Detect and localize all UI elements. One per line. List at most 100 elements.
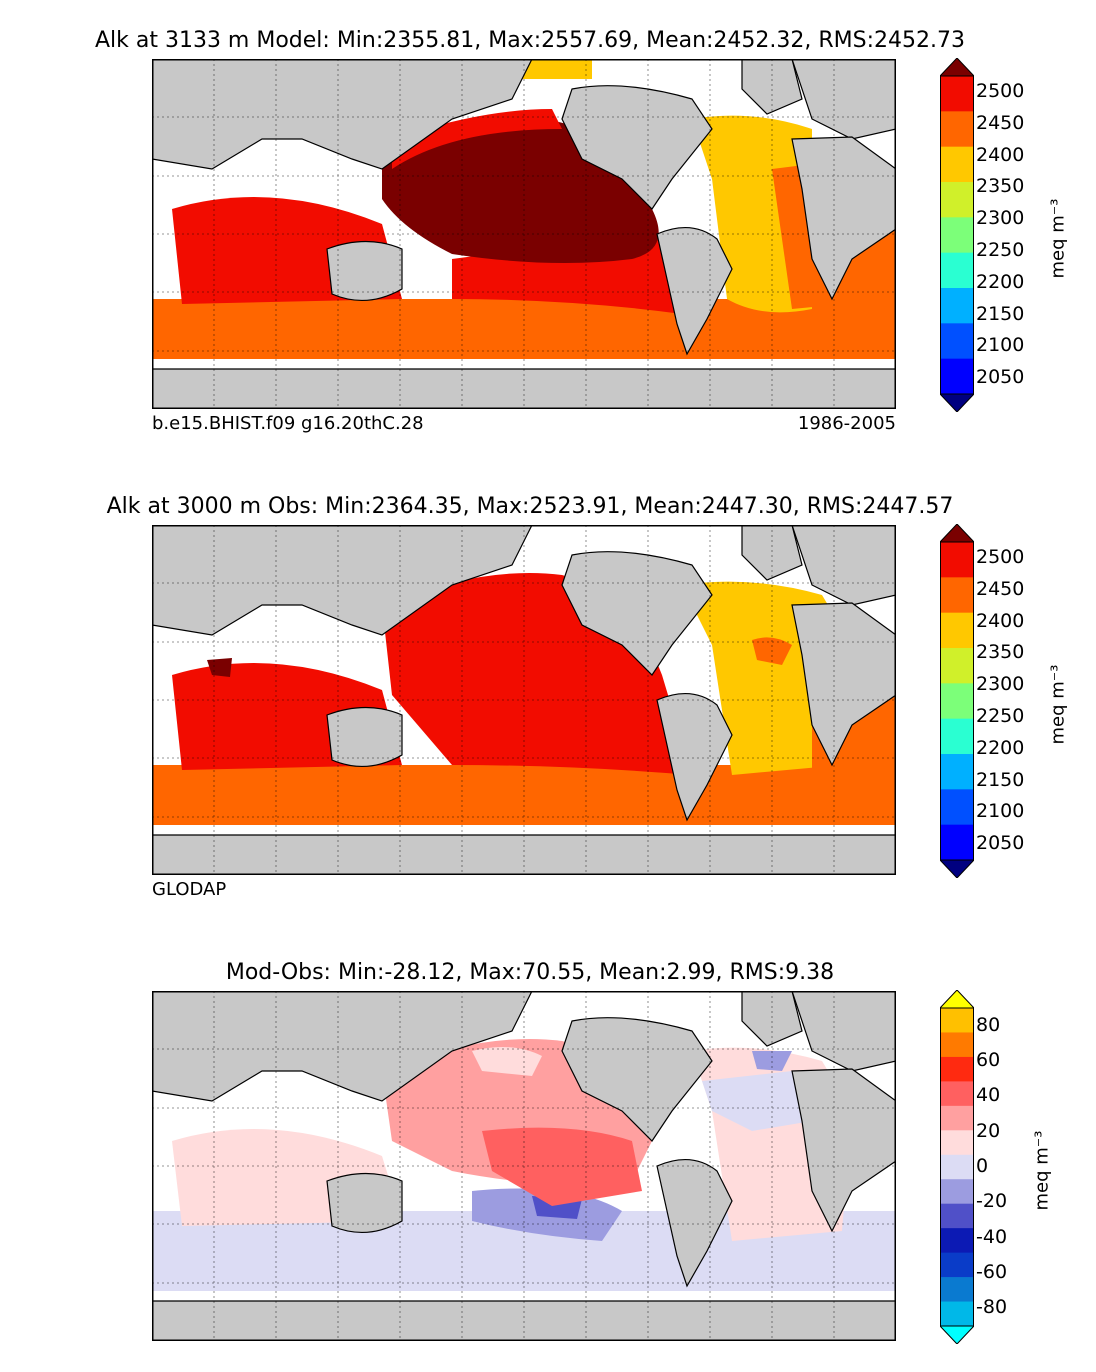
colorbar-tick-label: 0	[976, 1155, 989, 1177]
colorbar-tick-label: 2400	[976, 609, 1025, 632]
north-america-land	[561, 85, 713, 210]
model-title: Alk at 3133 m Model: Min:2355.81, Max:25…	[94, 28, 966, 53]
colorbar-swatch	[940, 824, 974, 861]
colorbar-tick-label: -20	[976, 1190, 1008, 1213]
africa-land	[791, 136, 896, 301]
model-caption-left: b.e15.BHIST.f09 g16.20thC.28	[152, 413, 424, 434]
colorbar-swatch	[940, 683, 974, 720]
north-pacific-rim	[392, 109, 562, 169]
colorbar-tick-label: 2100	[976, 334, 1025, 357]
colorbar-swatch	[940, 1032, 974, 1058]
colorbar-swatch	[940, 1228, 974, 1254]
colorbar-svg	[940, 524, 974, 878]
colorbar-frame	[940, 75, 974, 395]
colorbar-swatch	[940, 76, 974, 112]
colorbar-svg	[940, 990, 974, 1344]
colorbar-swatch	[940, 1105, 974, 1131]
obs-title: Alk at 3000 m Obs: Min:2364.35, Max:2523…	[106, 494, 954, 519]
model-colorbar-unit: meq m⁻³	[1047, 198, 1069, 279]
colorbar-min-arrow	[940, 859, 974, 878]
colorbar-swatch	[940, 542, 974, 578]
colorbar-swatch	[940, 1179, 974, 1205]
colorbar-swatch	[940, 612, 974, 649]
colorbar-swatch	[940, 1277, 974, 1303]
atlantic-field	[692, 115, 812, 313]
north-america-land	[561, 551, 713, 676]
arctic-field	[522, 59, 592, 79]
colorbar-svg	[940, 58, 974, 412]
colorbar-tick-label: 2450	[976, 111, 1025, 134]
obs-colorbar-unit: meq m⁻³	[1047, 664, 1069, 745]
colorbar-swatch	[940, 718, 974, 755]
colorbar-tick-label: 20	[976, 1119, 1001, 1142]
colorbar-swatch	[940, 1130, 974, 1156]
colorbar-frame	[940, 541, 974, 861]
colorbar-swatch	[940, 1056, 974, 1082]
colorbar-tick-label: 2100	[976, 800, 1025, 823]
north-pacific-patch	[472, 1047, 542, 1076]
greenland-land	[741, 991, 803, 1047]
colorbar-frame	[940, 1007, 974, 1327]
colorbar-tick-label: -60	[976, 1261, 1008, 1283]
colorbar-swatch	[940, 1154, 974, 1180]
colorbar-tick-label: -80	[976, 1296, 1008, 1319]
africa-land	[791, 1068, 896, 1233]
colorbar-swatch	[940, 1301, 974, 1327]
colorbar-swatch	[940, 146, 974, 183]
colorbar-min-arrow	[940, 1325, 974, 1344]
obs-caption-left: GLODAP	[152, 879, 227, 900]
greenland-land	[741, 59, 803, 115]
model-panel: Alk at 3133 m Model: Min:2355.81, Max:25…	[0, 0, 1096, 460]
colorbar-tick-label: 2400	[976, 143, 1025, 166]
diff-colorbar-unit: meq m⁻³	[1031, 1130, 1053, 1211]
colorbar-tick-label: 2200	[976, 270, 1025, 293]
colorbar-swatch	[940, 1203, 974, 1229]
colorbar-tick-label: 2050	[976, 366, 1025, 389]
colorbar-swatch	[940, 111, 974, 148]
model-caption-right: 1986-2005	[797, 413, 896, 434]
colorbar-tick-label: 2350	[976, 641, 1025, 664]
diff-panel: Mod-Obs: Min:-28.12, Max:70.55, Mean:2.9…	[0, 932, 1096, 1372]
colorbar-tick-label: 80	[976, 1013, 1001, 1036]
colorbar-swatch	[940, 754, 974, 790]
colorbar-swatch	[940, 288, 974, 324]
east-pacific-field	[482, 1127, 642, 1206]
australia-land	[326, 706, 403, 768]
eurasia-land	[152, 525, 533, 636]
australia-land	[326, 240, 403, 302]
colorbar-tick-label: 2350	[976, 175, 1025, 198]
obs-panel: Alk at 3000 m Obs: Min:2364.35, Max:2523…	[0, 466, 1096, 926]
africa-land	[791, 602, 896, 767]
eurasia-east-land	[791, 991, 896, 1072]
eurasia-land	[152, 59, 533, 170]
eurasia-east-land	[791, 59, 896, 140]
south-america-land	[656, 226, 733, 356]
colorbar-tick-label: 2500	[976, 79, 1025, 102]
north-america-land	[561, 1017, 713, 1142]
colorbar-swatch	[940, 182, 974, 218]
colorbar-tick-label: 2450	[976, 577, 1025, 600]
south-america-land	[656, 1158, 733, 1288]
colorbar-swatch	[940, 1081, 974, 1107]
arabian-sea-patch	[207, 658, 232, 677]
colorbar-swatch	[940, 1008, 974, 1033]
model-map	[152, 59, 896, 409]
colorbar-swatch	[940, 252, 974, 289]
colorbar-tick-label: 2250	[976, 238, 1025, 261]
model-colorbar: 2500 2450 2400 2350 2300 2250 2200 2150 2100 2050	[940, 58, 1024, 412]
colorbar-tick-label: 2300	[976, 207, 1025, 230]
atlantic-negative	[702, 1071, 812, 1131]
colorbar-max-arrow	[940, 524, 974, 543]
colorbar-swatch	[940, 217, 974, 254]
obs-colorbar: 2500 2450 2400 2350 2300 2250 2200 2150 2100 2050	[940, 524, 1024, 878]
colorbar-max-arrow	[940, 58, 974, 77]
colorbar-tick-label: 2500	[976, 545, 1025, 568]
colorbar-tick-label: 2050	[976, 832, 1025, 855]
colorbar-tick-label: 2300	[976, 673, 1025, 696]
colorbar-swatch	[940, 577, 974, 614]
colorbar-tick-label: 2250	[976, 704, 1025, 727]
greenland-land	[741, 525, 803, 581]
colorbar-swatch	[940, 358, 974, 395]
diff-map	[152, 991, 896, 1341]
eurasia-east-land	[791, 525, 896, 606]
